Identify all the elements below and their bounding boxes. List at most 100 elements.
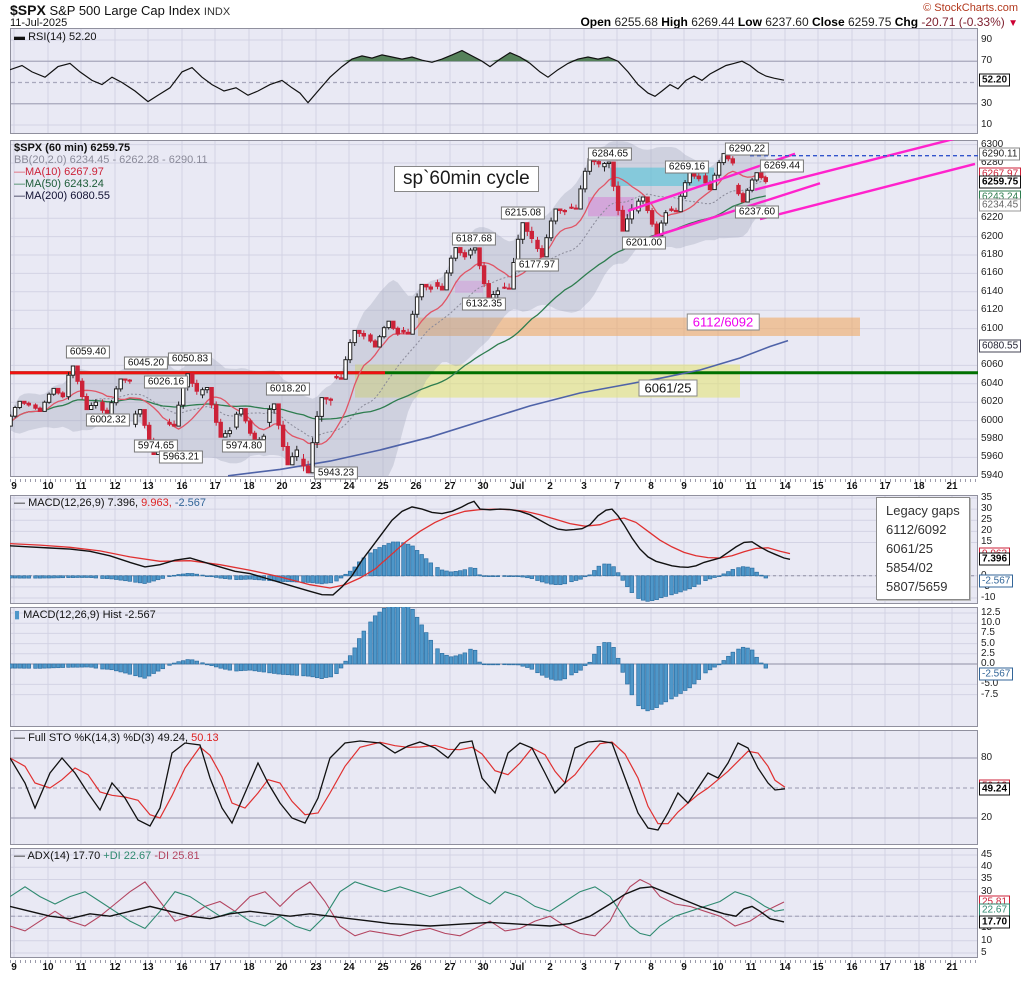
x-axis-label: 26 [410,962,422,973]
y-axis-tick: 6020 [981,396,1004,408]
x-axis-label: 17 [209,962,221,973]
x-axis-label: 10 [712,962,724,973]
x-axis-label: 23 [310,481,322,492]
y-axis-tick: 10.0 [981,617,1001,629]
x-axis-label: 26 [410,481,422,492]
x-axis-label: 15 [812,481,824,492]
x-axis-label: 9 [681,962,687,973]
x-axis-label: 24 [343,962,355,973]
x-axis-label: 11 [745,962,757,973]
x-axis-label: Jul [509,481,525,492]
y-axis-tick: 6000 [981,414,1004,426]
x-axis-label: 14 [779,962,791,973]
y-axis-tick: 80 [981,752,993,763]
x-axis-label: 18 [243,962,255,973]
axis-value-box: 49.24 [979,782,1011,796]
y-axis-tick: 2.5 [981,647,995,659]
x-axis-label: 10 [42,962,54,973]
panel-adx [10,848,978,958]
axis-value-box: 6234.45 [979,198,1022,212]
y-axis-tick: 30 [981,503,993,515]
x-axis-label: 24 [343,481,355,492]
y-axis-tick: 30 [981,97,993,109]
y-axis-tick: -5.0 [981,678,999,690]
axis-value-box: -2.567 [979,667,1014,681]
y-axis-tick: 15 [981,922,993,934]
x-axis-label: 16 [176,481,188,492]
y-axis-tick: -7.5 [981,688,999,700]
x-axis-label: 12 [109,481,121,492]
y-axis-tick: 30 [981,885,993,897]
x-axis-label: 13 [142,481,154,492]
panel-rsi [10,28,978,134]
quote-value: 6255.68 [614,15,662,29]
y-axis-tick: 0.0 [981,658,995,669]
x-axis-label: 30 [477,481,489,492]
symbol-name: S&P 500 Large Cap Index [49,3,201,18]
x-axis-label: 18 [913,962,925,973]
x-axis-label: 3 [581,481,587,492]
y-axis-tick: 40 [981,861,993,873]
x-axis-label: 9 [11,481,17,492]
y-axis-tick: 5940 [981,469,1004,481]
x-axis-label: 7 [614,962,620,973]
y-axis-tick: 6280 [981,157,1004,168]
x-axis-label: 21 [946,481,958,492]
x-axis-label: 11 [75,962,87,973]
y-axis-tick: 6120 [981,304,1004,316]
x-axis-label: 23 [310,962,322,973]
quote-label: Chg [894,15,922,29]
y-axis-tick: 35 [981,873,993,885]
y-axis-tick: 15 [981,536,993,548]
y-axis-tick: 70 [981,55,993,67]
x-axis-label: 27 [444,481,456,492]
x-axis-label: 8 [648,481,654,492]
x-axis-label: 14 [779,481,791,492]
x-axis-label: 18 [913,481,925,492]
x-axis-label: 25 [377,481,389,492]
axis-value-box: 17.70 [979,915,1011,929]
ohlc-quote-bar: Open 6255.68 High 6269.44 Low 6237.60 Cl… [580,15,1018,29]
y-axis-tick: 5960 [981,451,1004,463]
x-axis-label: 10 [42,481,54,492]
axis-value-box: 6243.24 [979,190,1022,204]
x-axis-label: 11 [75,481,87,492]
axis-value-box: 9.963 [979,547,1011,561]
x-axis-label: 18 [243,481,255,492]
symbol: $SPX [10,2,46,18]
y-axis-tick: 6300 [981,138,1004,150]
x-axis-label: 17 [209,481,221,492]
x-axis-label: 2 [547,962,553,973]
axis-ruler-bottom [10,960,978,963]
y-axis-tick: 20 [981,525,993,537]
x-axis-label: 15 [812,962,824,973]
y-axis-tick: 5980 [981,433,1004,444]
exchange: INDX [203,6,231,18]
axis-value-box: 52.20 [979,73,1011,87]
x-axis-label: 16 [846,962,858,973]
axis-value-box: 7.396 [979,552,1011,566]
y-axis-tick: 6100 [981,322,1004,334]
y-axis-tick: 10 [981,118,993,130]
y-axis-tick: 6060 [981,359,1004,371]
chg-dropdown-arrow[interactable]: ▼ [1008,18,1018,29]
axis-value-box: 6267.97 [979,167,1022,181]
panel-full-sto [10,730,978,845]
y-axis-tick: -5 [981,580,990,592]
y-axis-tick: 45 [981,848,993,860]
y-axis-tick: 35 [981,492,993,503]
x-axis-label: 10 [712,481,724,492]
axis-value-box: -2.567 [979,574,1014,588]
x-axis-label: 16 [846,481,858,492]
y-axis-tick: 6180 [981,249,1004,260]
axis-value-box: 50.13 [979,779,1011,793]
y-axis-tick: 6200 [981,230,1004,242]
quote-label: Low [737,15,766,29]
y-axis-tick: 6140 [981,285,1004,297]
axis-value-box: 6259.75 [979,175,1022,189]
x-axis-label: Jul [509,962,525,973]
quote-label: Open [580,15,615,29]
y-axis-tick: 5.0 [981,637,995,649]
x-axis-label: 17 [879,962,891,973]
